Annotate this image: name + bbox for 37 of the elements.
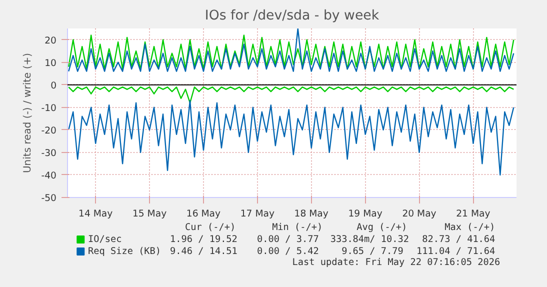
- line-series: [68, 86, 514, 104]
- y-tick-label: 20: [44, 35, 57, 46]
- text: 9.46 / 14.51: [170, 246, 238, 257]
- text: 0.00 / 5.42: [257, 246, 319, 257]
- line-series: [68, 34, 514, 70]
- legend-label: Req Size (KB): [88, 246, 162, 257]
- text: Min (-/+): [272, 222, 323, 233]
- text: 0.00 / 3.77: [257, 234, 319, 245]
- y-axis-title: Units read (-) / write (+): [22, 52, 34, 174]
- y-tick-label: 10: [44, 58, 57, 69]
- line-series: [68, 100, 514, 176]
- x-tick-label: 20 May: [402, 208, 437, 220]
- y-tick-label: 0: [50, 80, 57, 92]
- x-tick-label: 19 May: [348, 208, 383, 220]
- y-tick-label: -50: [41, 193, 57, 204]
- x-tick-label: 21 May: [456, 208, 491, 220]
- x-tick-label: 17 May: [240, 208, 275, 220]
- x-tick-label: 16 May: [186, 208, 222, 220]
- line-series: [68, 28, 514, 72]
- text: 1.96 / 19.52: [170, 234, 238, 245]
- x-tick-label: 15 May: [132, 208, 168, 220]
- chart-title: IOs for /dev/sda - by week: [204, 8, 380, 24]
- y-tick-label: -40: [41, 170, 57, 182]
- text: Avg (-/+): [356, 222, 408, 233]
- y-tick-label: -30: [41, 148, 57, 159]
- x-tick-label: 18 May: [294, 208, 329, 220]
- text: 82.73 / 41.64: [422, 234, 496, 245]
- text: Last update: Fri May 22 07:16:05 2026: [292, 257, 500, 268]
- legend-label: IO/sec: [88, 234, 122, 245]
- text: Cur (-/+): [185, 222, 236, 233]
- x-tick-label: 14 May: [78, 208, 114, 220]
- text: 111.04 / 71.64: [416, 246, 496, 257]
- text: 333.84m/ 10.32: [330, 234, 409, 245]
- y-tick-label: -20: [41, 125, 57, 136]
- text: 9.65 / 7.79: [342, 246, 404, 257]
- y-tick-label: -10: [41, 102, 57, 114]
- text: Max (-/+): [444, 222, 496, 233]
